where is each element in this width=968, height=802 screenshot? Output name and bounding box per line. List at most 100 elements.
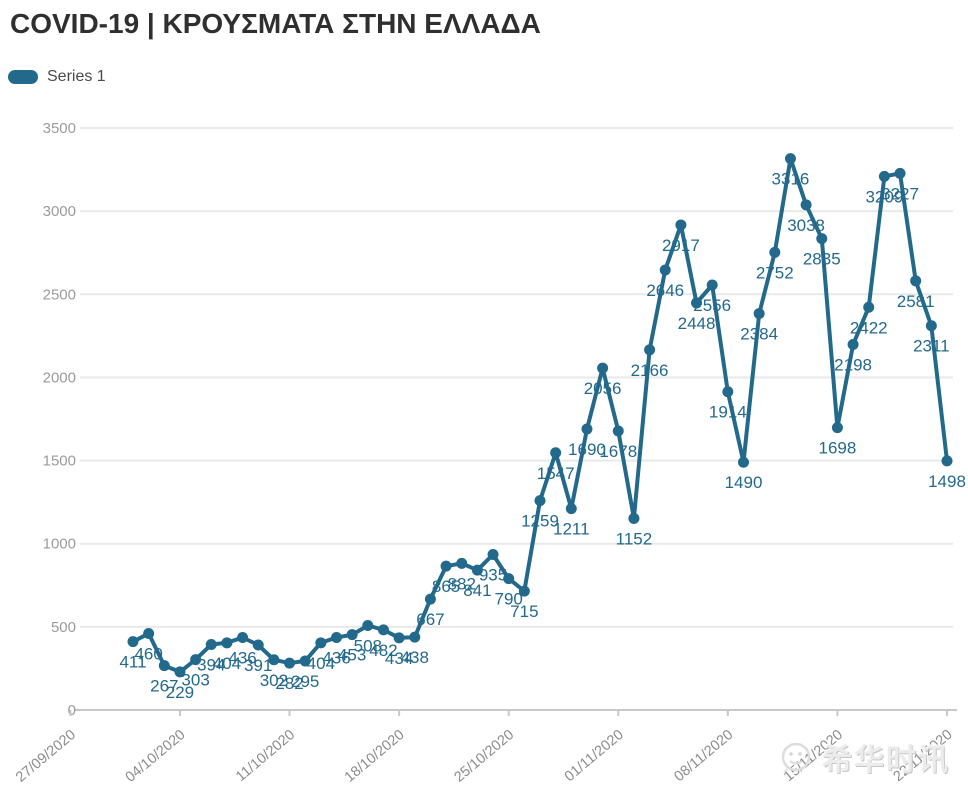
- data-point-label: 1259: [521, 512, 559, 531]
- data-point-marker[interactable]: [878, 170, 890, 182]
- data-point-label: 282: [275, 674, 303, 693]
- data-point-label: 303: [181, 671, 209, 690]
- data-point-marker[interactable]: [831, 422, 843, 434]
- data-point-marker[interactable]: [158, 660, 170, 672]
- data-point-label: 3227: [881, 184, 919, 203]
- data-point-marker[interactable]: [597, 362, 609, 374]
- data-point-marker[interactable]: [894, 167, 906, 179]
- data-point-marker[interactable]: [644, 344, 656, 356]
- data-point-marker[interactable]: [800, 199, 812, 211]
- data-point-label: 404: [307, 654, 335, 673]
- data-point-label: 436: [322, 648, 350, 667]
- data-point-label: 482: [369, 641, 397, 660]
- x-axis-tick-label: 04/10/2020: [123, 727, 189, 786]
- data-point-label: 1690: [568, 440, 606, 459]
- data-point-marker[interactable]: [487, 549, 499, 561]
- data-point-marker[interactable]: [299, 655, 311, 667]
- data-point-label: 2835: [803, 250, 841, 269]
- data-point-label: 667: [416, 610, 444, 629]
- data-point-label: 715: [510, 602, 538, 621]
- data-point-marker[interactable]: [503, 573, 515, 585]
- x-axis-tick-label: 15/11/2020: [781, 727, 846, 785]
- data-point-marker[interactable]: [706, 279, 718, 291]
- data-point-marker[interactable]: [127, 636, 139, 648]
- data-point-marker[interactable]: [393, 632, 405, 644]
- data-point-label: 2384: [740, 325, 778, 344]
- data-point-marker[interactable]: [769, 246, 781, 258]
- data-point-label: 1490: [725, 473, 763, 492]
- data-point-label: 1152: [616, 529, 653, 548]
- x-axis-tick-label: 22/11/2020: [891, 727, 956, 785]
- data-point-label: 2646: [646, 281, 684, 300]
- page-title: COVID-19 | ΚΡΟΥΣΜΑΤΑ ΣΤΗΝ ΕΛΛΑΔΑ: [10, 8, 541, 39]
- data-point-marker[interactable]: [612, 425, 624, 437]
- y-axis-tick-label: 3000: [43, 203, 76, 220]
- data-point-label: 404: [213, 654, 241, 673]
- data-point-marker[interactable]: [205, 638, 217, 650]
- y-axis-tick-label: 2000: [43, 369, 76, 386]
- data-point-label: 295: [291, 672, 319, 691]
- data-point-marker[interactable]: [565, 503, 577, 515]
- data-point-label: 453: [338, 646, 366, 665]
- chart-legend: Series 1: [8, 68, 106, 86]
- x-axis-tick-label: 08/11/2020: [671, 727, 736, 785]
- x-axis-tick-label: 18/10/2020: [342, 727, 408, 786]
- data-point-marker[interactable]: [331, 631, 342, 643]
- data-point-label: 865: [432, 577, 460, 596]
- data-point-marker[interactable]: [237, 631, 249, 643]
- data-point-marker[interactable]: [910, 275, 922, 287]
- data-point-marker[interactable]: [863, 301, 875, 313]
- data-point-marker[interactable]: [941, 455, 953, 467]
- x-axis-tick-label: 27/09/2020: [13, 727, 79, 786]
- x-axis-tick-label: 01/11/2020: [562, 727, 627, 785]
- data-point-marker[interactable]: [659, 264, 671, 276]
- data-point-marker[interactable]: [534, 495, 546, 507]
- data-point-marker[interactable]: [722, 386, 734, 398]
- data-point-label: 882: [448, 574, 476, 593]
- data-point-marker[interactable]: [143, 628, 155, 640]
- data-point-marker[interactable]: [440, 560, 452, 572]
- data-point-marker[interactable]: [377, 624, 389, 636]
- data-point-marker[interactable]: [816, 233, 828, 245]
- data-point-marker[interactable]: [581, 423, 593, 435]
- data-point-marker[interactable]: [691, 297, 703, 309]
- x-axis-tick-label: 25/10/2020: [451, 727, 517, 786]
- data-point-label: 229: [166, 683, 194, 702]
- y-axis-tick-label: 1000: [43, 536, 76, 553]
- data-point-marker[interactable]: [456, 557, 468, 569]
- data-point-marker[interactable]: [753, 308, 765, 320]
- data-point-marker[interactable]: [550, 447, 562, 459]
- data-point-label: 2448: [678, 314, 716, 333]
- data-point-marker[interactable]: [471, 564, 483, 576]
- data-point-marker[interactable]: [847, 339, 859, 351]
- data-point-marker[interactable]: [628, 512, 640, 524]
- data-point-marker[interactable]: [252, 639, 264, 651]
- data-point-marker[interactable]: [518, 585, 530, 597]
- data-point-marker[interactable]: [424, 593, 436, 605]
- data-point-label: 436: [228, 648, 256, 667]
- data-point-marker[interactable]: [675, 219, 687, 231]
- data-point-marker[interactable]: [268, 654, 280, 666]
- data-point-label: 841: [463, 581, 491, 600]
- data-point-marker[interactable]: [221, 637, 233, 649]
- data-point-label: 434: [385, 649, 413, 668]
- data-point-label: 2166: [631, 361, 669, 380]
- data-point-marker[interactable]: [174, 666, 186, 678]
- chart-canvas: 0 500 1000 1500 2000 2500 3000 3500 27/09/2020 04…: [13, 120, 966, 786]
- data-point-marker[interactable]: [190, 654, 202, 666]
- y-axis-tick-label: 0: [68, 702, 76, 719]
- data-point-label: 302: [260, 671, 288, 690]
- data-point-marker[interactable]: [284, 657, 296, 669]
- y-axis-tick-label: 500: [51, 619, 76, 636]
- data-point-marker[interactable]: [362, 620, 374, 632]
- data-point-marker[interactable]: [346, 629, 358, 641]
- data-point-label: 391: [244, 656, 272, 675]
- data-point-label: 1211: [553, 520, 590, 539]
- data-point-label: 3316: [772, 170, 810, 189]
- data-point-label: 1698: [819, 439, 857, 458]
- data-point-marker[interactable]: [738, 456, 749, 468]
- data-point-marker[interactable]: [784, 153, 796, 165]
- data-point-marker[interactable]: [925, 320, 937, 332]
- data-point-marker[interactable]: [409, 631, 421, 643]
- data-point-marker[interactable]: [315, 637, 327, 649]
